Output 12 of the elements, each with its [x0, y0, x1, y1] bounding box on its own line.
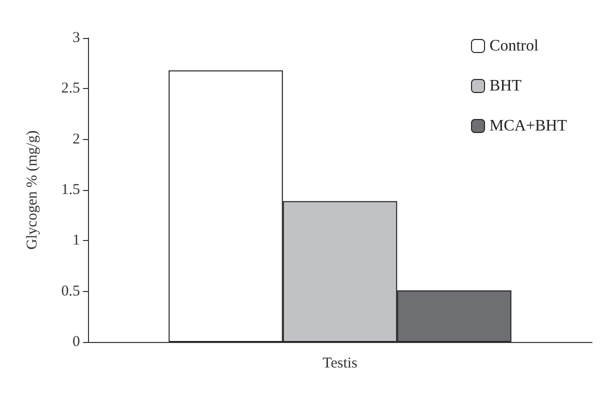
legend-label: Control [490, 38, 539, 54]
legend-label: MCA+BHT [490, 118, 568, 134]
y-tick-label: 0 [72, 334, 80, 350]
y-tick-label: 2 [72, 131, 80, 148]
y-tick-label: 1 [72, 232, 80, 249]
x-tick-label: Testis [322, 356, 358, 372]
y-tick-label: 1.5 [61, 182, 80, 198]
y-tick-label: 0.5 [61, 283, 80, 300]
y-tick-label: 2.5 [61, 80, 80, 97]
y-tick-label: 3 [72, 30, 80, 46]
legend-label: BHT [490, 78, 522, 94]
y-axis-title: Glycogen % (mg/g) [24, 130, 40, 250]
